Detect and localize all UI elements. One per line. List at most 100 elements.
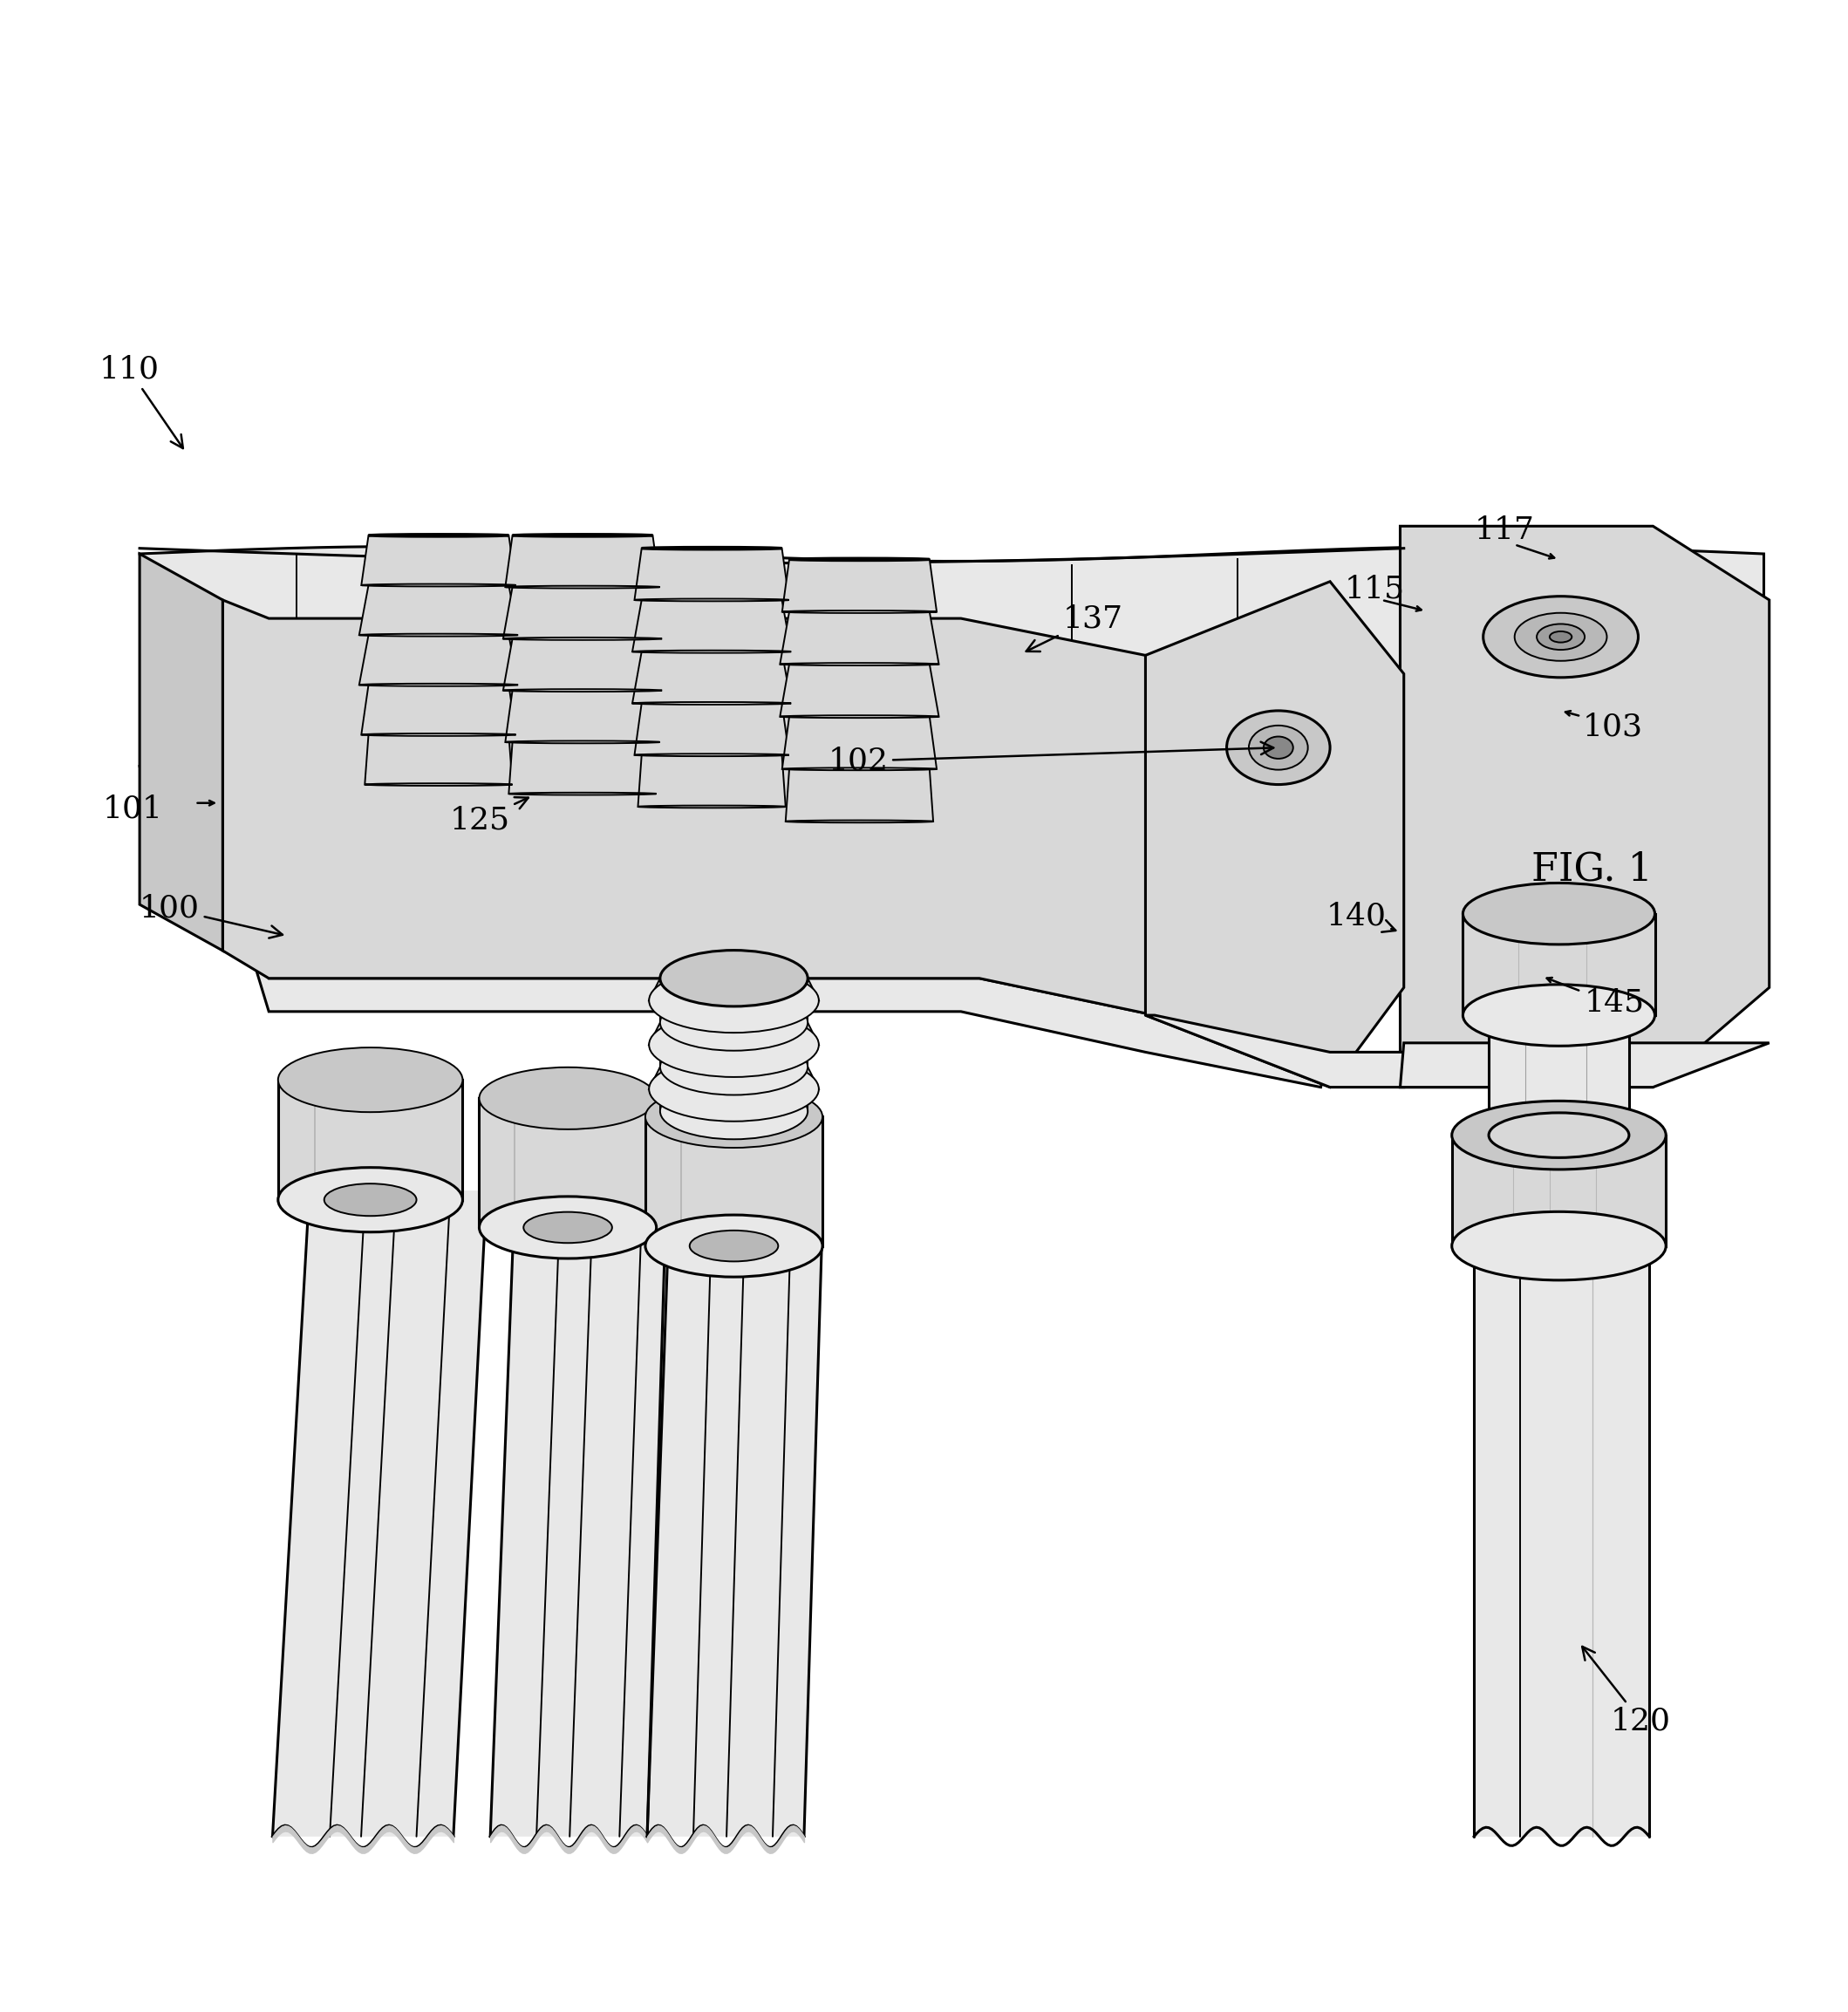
Polygon shape	[490, 1209, 669, 1837]
Ellipse shape	[660, 994, 808, 1050]
Polygon shape	[1146, 581, 1404, 1086]
Ellipse shape	[1264, 736, 1294, 759]
Ellipse shape	[1453, 1101, 1665, 1169]
Polygon shape	[660, 1088, 808, 1111]
Ellipse shape	[789, 557, 930, 561]
Ellipse shape	[512, 535, 652, 537]
Ellipse shape	[1550, 632, 1573, 642]
Ellipse shape	[689, 1231, 778, 1262]
Polygon shape	[649, 978, 819, 1000]
Text: 125: 125	[449, 797, 529, 835]
Polygon shape	[503, 588, 662, 638]
Ellipse shape	[1489, 1113, 1628, 1157]
Polygon shape	[1489, 1016, 1628, 1135]
Polygon shape	[1475, 1245, 1648, 1837]
Ellipse shape	[479, 1197, 656, 1258]
Ellipse shape	[362, 583, 516, 585]
Polygon shape	[1401, 1042, 1769, 1086]
Polygon shape	[277, 1080, 462, 1199]
Text: 102: 102	[828, 742, 1273, 777]
Ellipse shape	[780, 662, 939, 666]
Ellipse shape	[645, 1086, 822, 1147]
Ellipse shape	[323, 1183, 416, 1215]
Ellipse shape	[638, 805, 785, 809]
Ellipse shape	[782, 769, 937, 771]
Text: 100: 100	[140, 893, 283, 938]
Polygon shape	[503, 638, 662, 690]
Text: 145: 145	[1586, 988, 1645, 1018]
Ellipse shape	[649, 1012, 819, 1076]
Ellipse shape	[649, 968, 819, 1032]
Ellipse shape	[632, 650, 791, 654]
Polygon shape	[647, 1217, 822, 1837]
Ellipse shape	[1464, 883, 1654, 944]
Polygon shape	[364, 734, 512, 785]
Polygon shape	[780, 664, 939, 716]
Ellipse shape	[1515, 614, 1608, 660]
Ellipse shape	[782, 610, 937, 614]
Ellipse shape	[505, 585, 660, 588]
Polygon shape	[479, 1099, 656, 1227]
Ellipse shape	[645, 1215, 822, 1278]
Polygon shape	[1453, 1135, 1665, 1245]
Ellipse shape	[359, 634, 517, 636]
Ellipse shape	[649, 1056, 819, 1121]
Polygon shape	[508, 742, 656, 795]
Polygon shape	[362, 684, 516, 734]
Text: 140: 140	[1327, 901, 1395, 932]
Ellipse shape	[634, 754, 789, 757]
Ellipse shape	[479, 1066, 656, 1129]
Ellipse shape	[1227, 710, 1331, 785]
Polygon shape	[780, 612, 939, 664]
Ellipse shape	[505, 740, 660, 742]
Polygon shape	[359, 636, 517, 684]
Polygon shape	[249, 924, 1331, 1086]
Polygon shape	[782, 716, 937, 769]
Ellipse shape	[785, 821, 933, 823]
Ellipse shape	[364, 783, 512, 787]
Polygon shape	[632, 600, 791, 652]
Polygon shape	[1401, 527, 1769, 1086]
Polygon shape	[1146, 1016, 1404, 1086]
Ellipse shape	[359, 684, 517, 686]
Polygon shape	[272, 1191, 486, 1837]
Text: 120: 120	[1582, 1646, 1671, 1736]
Ellipse shape	[641, 547, 782, 549]
Ellipse shape	[660, 1038, 808, 1095]
Ellipse shape	[503, 638, 662, 640]
Polygon shape	[649, 1066, 819, 1088]
Polygon shape	[634, 549, 789, 600]
Ellipse shape	[632, 702, 791, 704]
Polygon shape	[649, 1022, 819, 1044]
Ellipse shape	[660, 950, 808, 1006]
Polygon shape	[660, 1044, 808, 1066]
Polygon shape	[645, 1117, 822, 1245]
Ellipse shape	[277, 1167, 462, 1231]
Polygon shape	[222, 600, 1331, 1052]
Polygon shape	[632, 652, 791, 704]
Ellipse shape	[523, 1211, 612, 1243]
Text: 103: 103	[1584, 712, 1643, 742]
Ellipse shape	[634, 600, 789, 602]
Polygon shape	[660, 1000, 808, 1022]
Text: 137: 137	[1026, 604, 1122, 652]
Ellipse shape	[1489, 992, 1628, 1038]
Ellipse shape	[362, 734, 516, 736]
Polygon shape	[140, 553, 222, 950]
Polygon shape	[505, 535, 660, 588]
Ellipse shape	[1538, 624, 1586, 650]
Ellipse shape	[503, 690, 662, 692]
Polygon shape	[140, 547, 1763, 835]
Polygon shape	[634, 704, 789, 754]
Polygon shape	[638, 754, 785, 807]
Polygon shape	[505, 690, 660, 742]
Ellipse shape	[368, 535, 508, 537]
Ellipse shape	[1464, 984, 1654, 1046]
Ellipse shape	[1484, 596, 1637, 678]
Text: 117: 117	[1475, 515, 1534, 545]
Polygon shape	[782, 559, 937, 612]
Text: FIG. 1: FIG. 1	[1532, 851, 1652, 887]
Ellipse shape	[1453, 1211, 1665, 1280]
Polygon shape	[359, 585, 517, 636]
Ellipse shape	[508, 793, 656, 795]
